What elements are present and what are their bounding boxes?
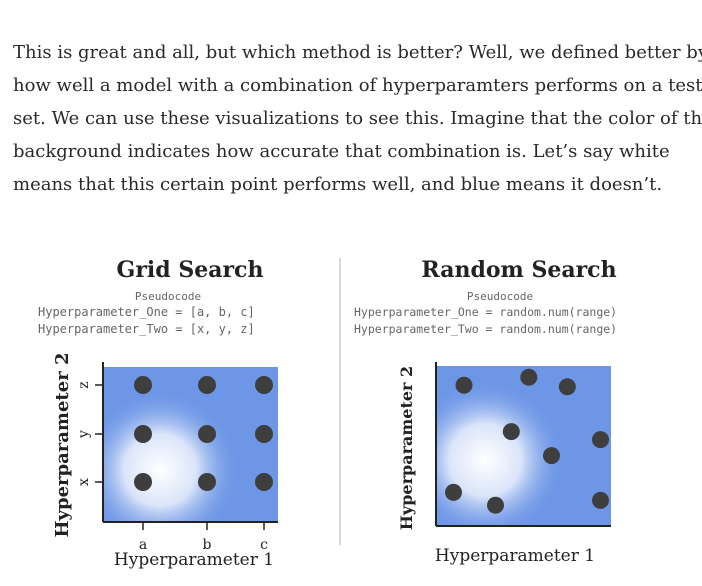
grid-pseudocode-label: Pseudocode [135,290,201,303]
random-code-line: Hyperparameter_One = random.num(range) [354,305,617,319]
random-point [502,423,520,441]
random-point [487,496,504,514]
random-point [558,378,576,396]
paragraph-line: how well a model with a combination of h… [13,75,702,96]
grid-x-tick-label: a [139,537,147,553]
random-point [445,483,462,501]
grid-point [134,473,152,491]
grid-y-axis-label: Hyperparameter 2 [52,353,73,538]
paragraph-line: This is great and all, but which method … [13,42,702,63]
random-pseudocode-label: Pseudocode [467,290,533,303]
paragraph-line: means that this certain point performs w… [13,174,663,195]
grid-point [134,376,152,394]
grid-title: Grid Search [117,257,264,283]
paragraph-line: background indicates how accurate that c… [13,141,670,162]
grid-point [198,376,216,394]
paragraph-line: set. We can use these visualizations to … [13,108,702,129]
grid-point [255,376,273,394]
random-point [543,447,560,465]
grid-good-region [103,367,278,522]
random-point [592,431,609,449]
grid-y-tick-label: y [76,430,92,439]
random-point [592,491,609,509]
grid-code-line: Hyperparameter_One = [a, b, c] [38,305,255,319]
grid-code-line: Hyperparameter_Two = [x, y, z] [38,322,255,336]
random-point [520,368,538,386]
grid-y-tick-label: x [76,478,92,486]
body-paragraph: This is great and all, but which method … [13,36,702,201]
grid-x-tick-label: c [260,537,268,553]
grid-point [255,425,273,443]
grid-point [198,473,216,491]
grid-y-tick-label: z [76,381,92,388]
random-code-line: Hyperparameter_Two = random.num(range) [354,322,617,336]
random-point [455,376,473,394]
grid-point [134,425,152,443]
grid-x-tick-label: b [203,537,212,553]
grid-point [255,473,273,491]
grid-x-axis-label: Hyperparameter 1 [114,550,274,570]
random-title: Random Search [421,257,616,283]
random-x-axis-label: Hyperparameter 1 [435,546,595,566]
random-y-axis-label: Hyperparameter 2 [397,366,416,530]
grid-point [198,425,216,443]
